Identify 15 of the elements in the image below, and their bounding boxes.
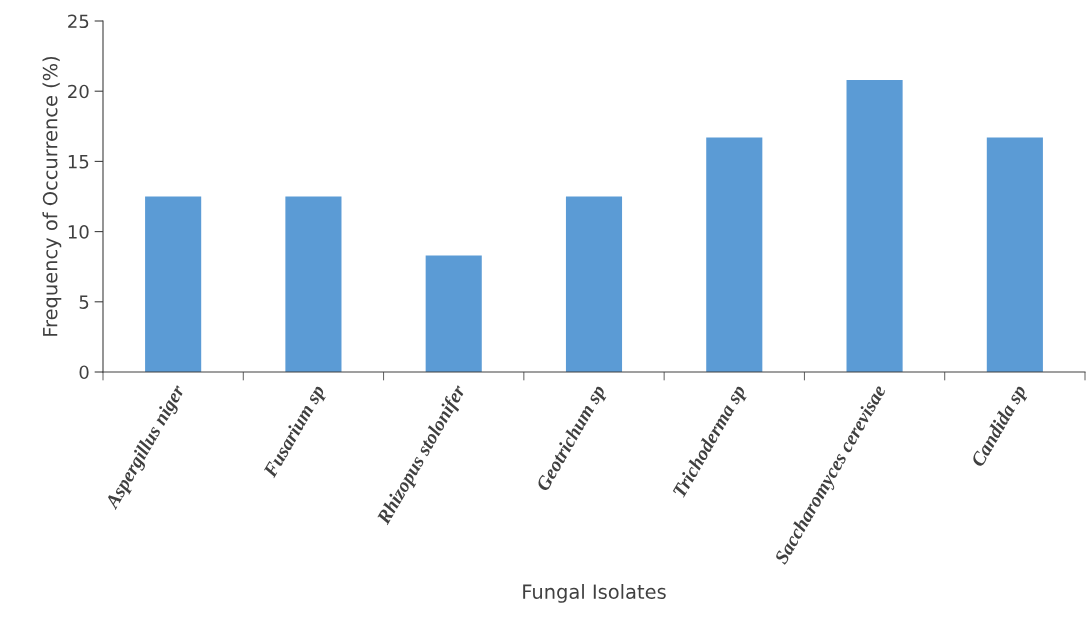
y-axis-title: Frequency of Occurrence (%) <box>42 56 62 336</box>
bar <box>285 196 342 372</box>
bar <box>425 255 482 372</box>
y-tick-label: 25 <box>68 14 89 29</box>
y-tick-label: 15 <box>68 155 89 169</box>
bar <box>986 137 1043 372</box>
x-axis-title: Fungal Isolates <box>523 583 666 603</box>
bar <box>846 79 903 372</box>
y-tick-label: 0 <box>79 365 89 380</box>
y-tick-label: 10 <box>68 225 89 239</box>
y-tick-label: 5 <box>79 295 89 309</box>
bar <box>706 137 763 372</box>
y-tick-label: 20 <box>68 84 89 99</box>
bar <box>145 196 202 372</box>
bar <box>565 196 623 372</box>
